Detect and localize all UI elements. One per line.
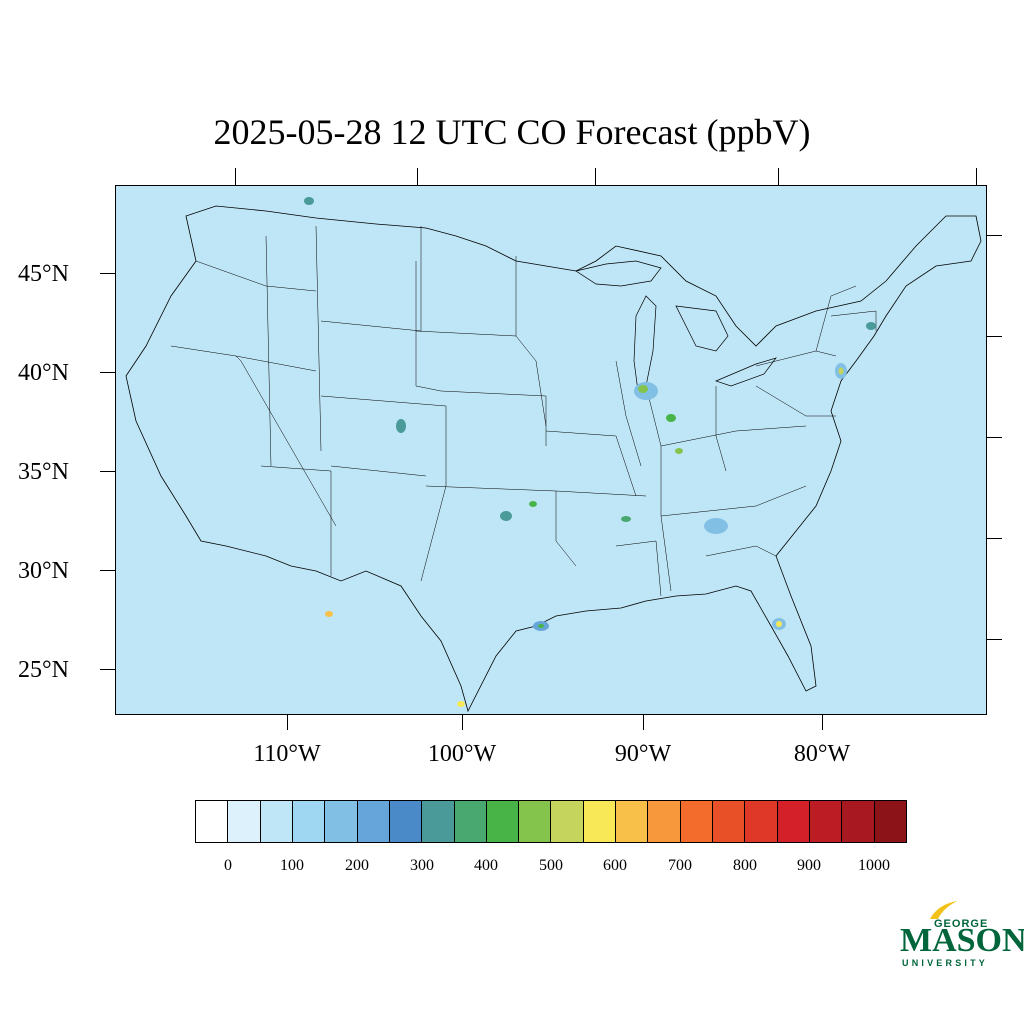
colorbar-swatch — [357, 801, 390, 842]
colorbar-swatch — [777, 801, 810, 842]
tick — [100, 471, 115, 472]
tick — [100, 372, 115, 373]
lat-label-25: 25°N — [18, 657, 69, 683]
lake-superior — [575, 260, 662, 287]
tick — [976, 168, 977, 185]
colorbar-label: 600 — [603, 857, 627, 874]
colorbar-swatch — [842, 801, 875, 842]
tick — [287, 715, 288, 730]
colorbar-swatch — [616, 801, 649, 842]
colorbar-swatch — [389, 801, 423, 842]
tick — [822, 715, 823, 730]
colorbar-swatch — [809, 801, 843, 842]
logo-line1: GEORGE — [934, 918, 989, 930]
conus-map — [125, 197, 982, 713]
lon-label-80: 80°W — [793, 741, 851, 767]
co-hotspots — [304, 197, 876, 707]
tick — [100, 570, 115, 571]
tick — [987, 437, 1002, 438]
lon-label-110: 110°W — [253, 741, 321, 767]
tick — [987, 538, 1002, 539]
colorbar-label: 100 — [280, 857, 304, 874]
lon-label-100: 100°W — [427, 741, 497, 767]
us-landmass — [125, 205, 982, 713]
colorbar-swatch — [260, 801, 293, 842]
colorbar-swatch — [325, 801, 358, 842]
tick — [235, 168, 236, 185]
colorbar-label: 1000 — [858, 857, 890, 874]
map-panel — [115, 185, 987, 715]
colorbar-swatch — [551, 801, 584, 842]
colorbar-label: 900 — [797, 857, 821, 874]
lat-label-45: 45°N — [18, 261, 69, 287]
colorbar-swatch — [648, 801, 681, 842]
lat-label-35: 35°N — [18, 459, 69, 485]
lon-label-90: 90°W — [614, 741, 672, 767]
colorbar — [195, 800, 907, 843]
colorbar-label: 700 — [668, 857, 692, 874]
colorbar-swatch — [228, 801, 261, 842]
colorbar-swatch — [422, 801, 455, 842]
colorbar-label: 800 — [733, 857, 757, 874]
logo-swoosh-icon — [930, 901, 957, 919]
lake-huron — [675, 305, 729, 352]
colorbar-swatch — [519, 801, 552, 842]
colorbar-label: 400 — [474, 857, 498, 874]
logo-line2: MASON — [900, 922, 1024, 959]
lat-label-40: 40°N — [18, 360, 69, 386]
colorbar-swatch — [583, 801, 617, 842]
tick — [987, 336, 1002, 337]
colorbar-swatch — [680, 801, 713, 842]
state-boundaries — [170, 225, 877, 597]
colorbar-label: 0 — [224, 857, 232, 874]
gmu-logo: GEORGE MASON UNIVERSITY — [896, 900, 1024, 972]
tick — [100, 669, 115, 670]
colorbar-label: 500 — [539, 857, 563, 874]
colorbar-swatch — [874, 801, 906, 842]
tick — [100, 273, 115, 274]
colorbar-swatch — [745, 801, 778, 842]
chart-title: 2025-05-28 12 UTC CO Forecast (ppbV) — [213, 112, 811, 152]
tick — [778, 168, 779, 185]
tick — [643, 715, 644, 730]
tick — [987, 639, 1002, 640]
colorbar-swatch — [454, 801, 487, 842]
colorbar-swatch — [292, 801, 326, 842]
lake-michigan — [633, 295, 657, 392]
colorbar-swatch — [486, 801, 520, 842]
colorbar-swatch — [713, 801, 746, 842]
tick — [987, 235, 1002, 236]
tick — [595, 168, 596, 185]
tick — [417, 168, 418, 185]
logo-line3: UNIVERSITY — [902, 958, 989, 968]
tick — [462, 715, 463, 730]
lat-label-30: 30°N — [18, 558, 69, 584]
colorbar-label: 300 — [410, 857, 434, 874]
colorbar-swatch — [196, 801, 229, 842]
colorbar-label: 200 — [345, 857, 369, 874]
